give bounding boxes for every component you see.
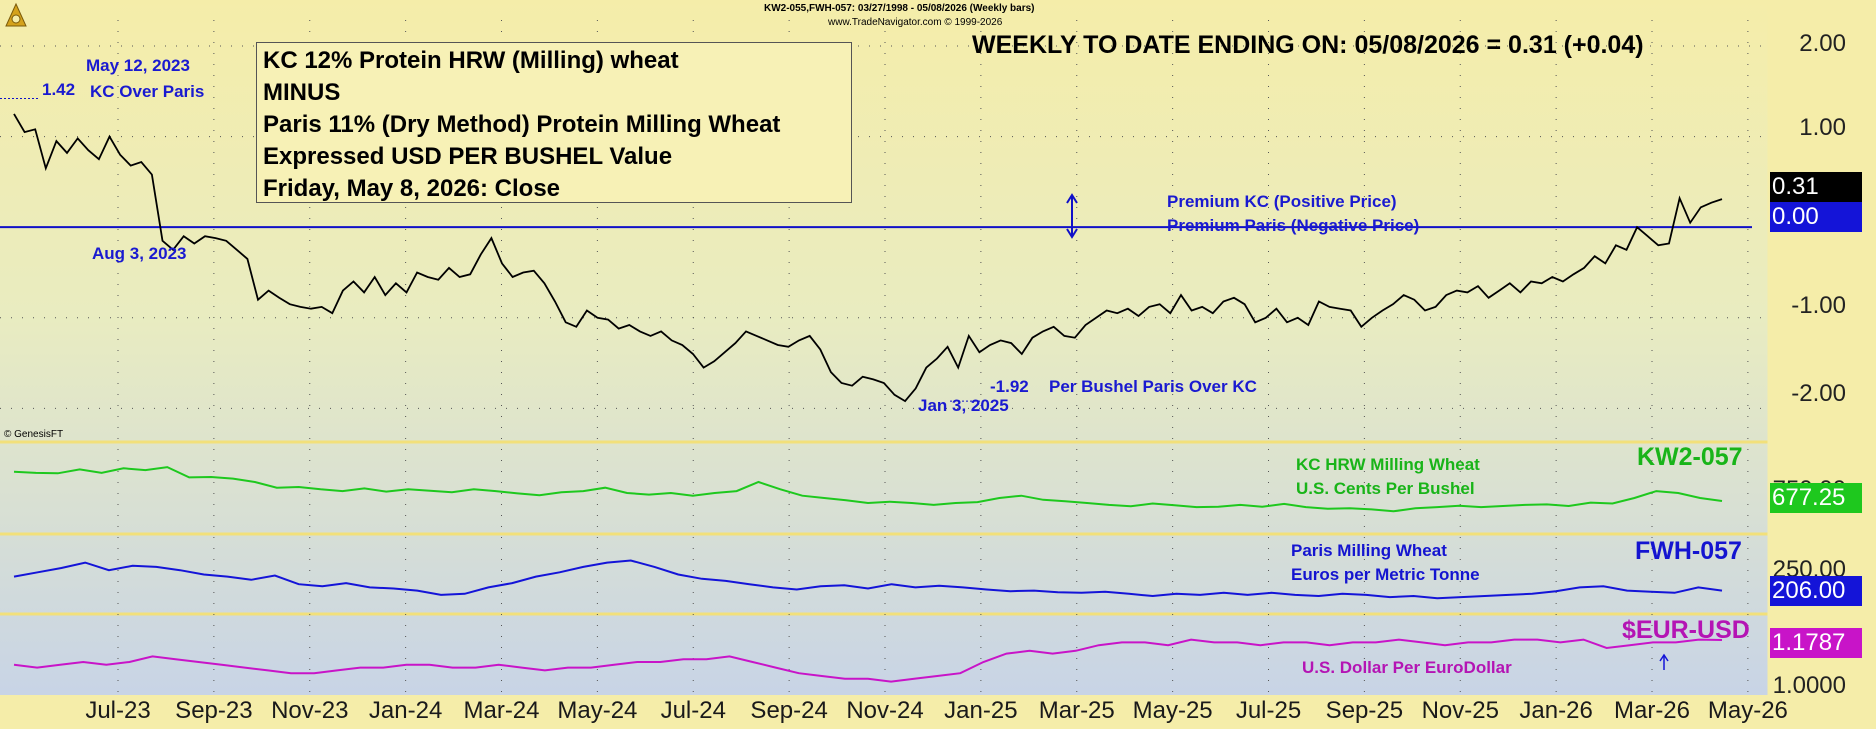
arrow-down-icon xyxy=(1066,228,1078,239)
x-tick-label: Mar-25 xyxy=(1038,697,1115,724)
fwh-line xyxy=(13,559,1723,600)
eur-arrow-head-icon xyxy=(1659,653,1669,662)
premium-paris-label: Premium Paris (Negative Price) xyxy=(1167,216,1420,235)
eur-title: $EUR-USD xyxy=(1622,616,1750,644)
info-line-5: Friday, May 8, 2026: Close xyxy=(263,175,561,202)
right-axis-strip xyxy=(1768,0,1876,729)
peak-date-label: May 12, 2023 xyxy=(86,56,190,75)
x-tick-label: Jul-25 xyxy=(1235,697,1302,724)
low-text-label: Per Bushel Paris Over KC xyxy=(1049,377,1257,396)
info-line-4: Expressed USD PER BUSHEL Value xyxy=(263,143,673,170)
eur-y-tick: 1.0000 xyxy=(1772,672,1846,699)
x-tick-label: Nov-24 xyxy=(846,697,924,724)
y-tick-1: 1.00 xyxy=(1799,114,1846,141)
header-title: KW2-055,FWH-057: 03/27/1998 - 05/08/2026… xyxy=(764,3,1035,14)
x-tick-label: May-26 xyxy=(1707,697,1788,724)
x-tick-label: Nov-25 xyxy=(1421,697,1499,724)
x-tick-label: Mar-26 xyxy=(1613,697,1691,724)
header-site[interactable]: www.TradeNavigator.com © 1999-2026 xyxy=(828,17,1003,28)
eur-line xyxy=(13,638,1723,683)
x-tick-label: Jan-25 xyxy=(944,697,1018,724)
copyright: © GenesisFT xyxy=(4,429,64,440)
info-line-2: MINUS xyxy=(263,79,341,106)
y-tick-2: 2.00 xyxy=(1799,30,1846,57)
info-box: KC 12% Protein HRW (Milling) wheat MINUS… xyxy=(256,42,852,203)
x-tick-label: Sep-24 xyxy=(750,697,828,724)
spread-last-tag: 0.31 xyxy=(1770,172,1862,202)
genesis-logo-icon xyxy=(5,2,27,27)
arrow-up-icon xyxy=(1066,193,1078,204)
y-tick-minus1: -1.00 xyxy=(1791,292,1846,319)
peak-value-label: 1.42 xyxy=(42,80,76,99)
zero-line-tag: 0.00 xyxy=(1770,202,1862,232)
x-tick-label: Jul-24 xyxy=(660,697,726,724)
headline: WEEKLY TO DATE ENDING ON: 05/08/2026 = 0… xyxy=(972,31,1644,59)
y-tick-minus2: -2.00 xyxy=(1791,380,1846,407)
low-date-label: Jan 3, 2025 xyxy=(918,396,1009,415)
low-value-label: -1.92 xyxy=(990,377,1029,396)
spread-line xyxy=(13,113,1723,403)
premium-kc-label: Premium KC (Positive Price) xyxy=(1167,192,1397,211)
bottom-axis-strip xyxy=(0,695,1876,729)
kw-legend-1: KC HRW Milling Wheat xyxy=(1296,455,1480,474)
eur-last-tag: 1.1787 xyxy=(1770,628,1862,658)
kw-last-tag: 677.25 xyxy=(1770,483,1862,513)
x-tick-label: Jan-24 xyxy=(368,697,443,724)
kw-legend-2: U.S. Cents Per Bushel xyxy=(1296,479,1475,498)
x-tick-label: May-25 xyxy=(1132,697,1213,724)
aug-date-label: Aug 3, 2023 xyxy=(92,244,187,263)
peak-text-label: KC Over Paris xyxy=(90,82,205,101)
fwh-legend-2: Euros per Metric Tonne xyxy=(1291,565,1480,584)
info-line-1: KC 12% Protein HRW (Milling) wheat xyxy=(263,47,679,74)
eur-legend: U.S. Dollar Per EuroDollar xyxy=(1302,658,1512,677)
x-tick-label: Jan-26 xyxy=(1519,697,1593,724)
x-tick-label: May-24 xyxy=(557,697,638,724)
kw-title: KW2-057 xyxy=(1637,443,1743,471)
fwh-title: FWH-057 xyxy=(1635,537,1742,565)
x-tick-label: Sep-25 xyxy=(1325,697,1404,724)
fwh-legend-1: Paris Milling Wheat xyxy=(1291,541,1447,560)
x-tick-label: Nov-23 xyxy=(271,697,349,724)
info-line-3: Paris 11% (Dry Method) Protein Milling W… xyxy=(263,111,781,138)
x-tick-label: Sep-23 xyxy=(175,697,253,724)
kw-line xyxy=(13,466,1723,513)
fwh-last-tag: 206.00 xyxy=(1770,576,1862,606)
x-tick-label: Mar-24 xyxy=(463,697,540,724)
x-tick-label: Jul-23 xyxy=(85,697,151,724)
